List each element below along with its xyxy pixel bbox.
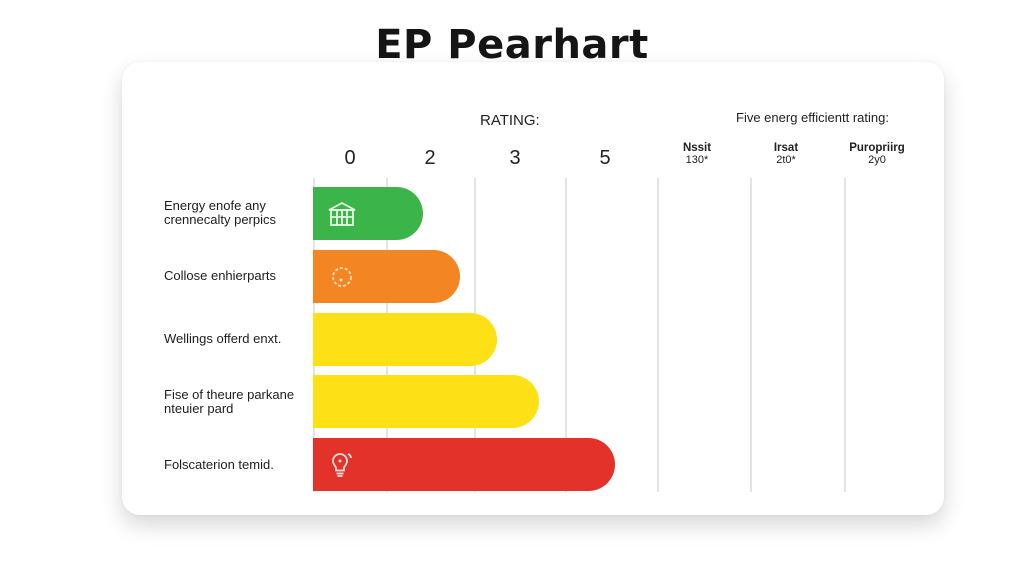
bar-orange	[313, 250, 460, 303]
row-label-1: Energy enofe any crennecalty perpics	[164, 199, 276, 227]
bar-green	[313, 187, 423, 240]
x-tick-3: 5	[599, 147, 611, 169]
secondary-column-name: Puropriirg	[849, 142, 905, 154]
row-label-5: Folscaterion temid.	[164, 458, 274, 472]
gridline	[844, 178, 846, 492]
secondary-column-value: 2t0*	[776, 154, 796, 166]
gridline	[750, 178, 752, 492]
row-label-line: Fise of theure parkane	[164, 387, 295, 402]
building-icon	[325, 199, 359, 229]
bar-yellow-2	[313, 375, 539, 428]
page-title: EP Pearhart	[375, 22, 649, 68]
row-label-line: Collose enhierparts	[164, 268, 277, 283]
gridline	[565, 178, 567, 492]
x-tick-0: 0	[344, 147, 356, 169]
row-label-line: nteuier pard	[164, 401, 234, 416]
row-label-4: Fise of theure parkane nteuier pard	[164, 388, 294, 416]
secondary-column-1: Nssit 130*	[683, 142, 711, 166]
secondary-column-value: 2y0	[868, 154, 886, 166]
lightbulb-icon	[325, 450, 359, 480]
x-tick-1: 2	[424, 147, 436, 169]
secondary-column-2: Irsat 2t0*	[774, 142, 798, 166]
secondary-column-name: Irsat	[773, 142, 799, 154]
row-label-line: Wellings offerd enxt.	[164, 331, 282, 346]
bar-red	[313, 438, 615, 491]
row-label-2: Collose enhierparts	[164, 269, 276, 283]
secondary-column-value: 130*	[685, 154, 709, 166]
bar-yellow-1	[313, 313, 497, 366]
row-label-line: Folscaterion temid.	[164, 457, 274, 472]
secondary-column-3: Puropriirg 2y0	[849, 142, 905, 166]
row-label-3: Wellings offerd enxt.	[164, 332, 281, 346]
secondary-column-name: Nssit	[682, 142, 712, 154]
gridline	[657, 178, 659, 492]
rating-axis-label: RATING:	[480, 112, 540, 129]
row-label-line: Energy enofe any	[164, 198, 266, 213]
secondary-axis-label: Five energ efficientt rating:	[736, 110, 889, 125]
row-label-line: crennecalty perpics	[164, 212, 276, 227]
x-tick-2: 3	[509, 147, 521, 169]
refresh-icon	[325, 262, 359, 292]
